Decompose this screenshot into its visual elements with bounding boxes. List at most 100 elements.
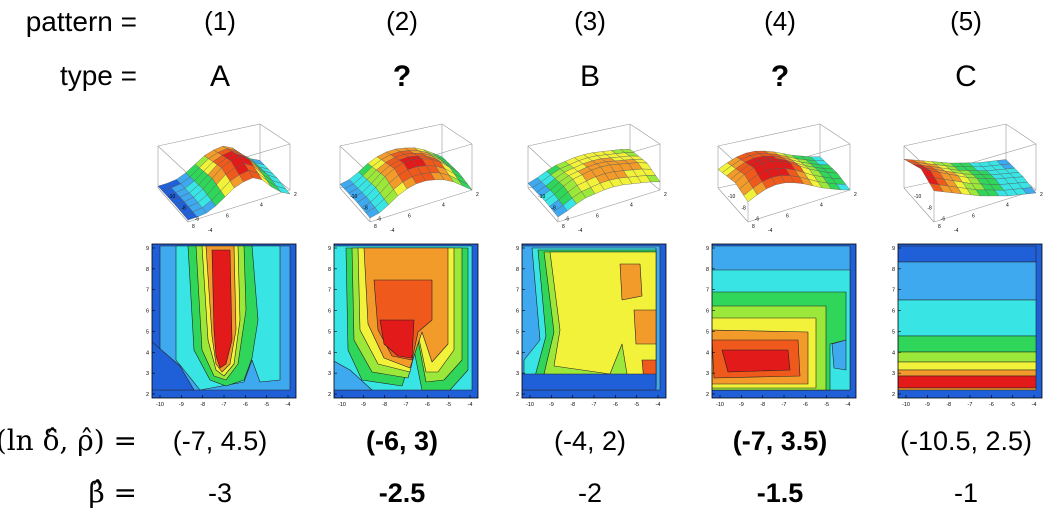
contour-band <box>898 335 1037 353</box>
contour-band <box>898 387 1037 391</box>
surface-tick-side: -8 <box>551 205 556 211</box>
surface-tick-front: 4 <box>630 203 633 209</box>
contour-x-tick: -4 <box>1032 402 1037 408</box>
contour-x-tick: -10 <box>902 402 910 408</box>
contour-x-tick: -9 <box>925 402 930 408</box>
beta-value-3: -2 <box>577 478 602 508</box>
surface-tick-front: 8 <box>562 224 565 230</box>
contour-y-tick: 8 <box>146 267 149 273</box>
surface-tick-front: 2 <box>1040 192 1043 198</box>
surface-tick-side: -6 <box>941 217 946 223</box>
contour-y-tick: 6 <box>516 309 519 315</box>
contour-y-tick: 6 <box>146 309 149 315</box>
contour-y-tick: 2 <box>328 392 331 398</box>
contour-x-tick: -6 <box>425 402 430 408</box>
surface-mesh <box>903 158 1037 197</box>
contour-x-tick: -9 <box>549 402 554 408</box>
coord-value-2: (-6, 3) <box>365 426 438 456</box>
surface-facet <box>457 179 473 191</box>
contour-band <box>898 369 1037 377</box>
contour-band <box>898 299 1037 337</box>
beta-value-1: -3 <box>207 478 232 508</box>
pattern-label-1: (1) <box>204 6 236 36</box>
contour-x-tick: -4 <box>468 402 473 408</box>
contour-y-tick: 4 <box>516 350 519 356</box>
surface-plot-3: -10 -8 -6 -4 8 6 4 2 <box>527 123 667 234</box>
pattern-label-2: (2) <box>386 6 418 36</box>
contour-x-tick: -5 <box>824 402 829 408</box>
contour-y-tick: 3 <box>516 371 519 377</box>
contour-x-tick: -7 <box>968 402 973 408</box>
surface-tick-side: -8 <box>927 205 932 211</box>
contour-y-tick: 6 <box>328 309 331 315</box>
surface-facet <box>275 186 291 195</box>
surface-tick-front: 6 <box>226 213 229 219</box>
contour-y-tick: 5 <box>706 329 709 335</box>
surface-mesh <box>157 145 291 221</box>
contour-bands <box>152 244 296 398</box>
contour-x-tick: -8 <box>200 402 205 408</box>
surface-tick-side: -10 <box>538 194 545 200</box>
contour-band <box>619 263 643 301</box>
contour-y-tick: 4 <box>706 350 709 356</box>
contour-band <box>211 249 233 369</box>
contour-band <box>334 360 373 391</box>
contour-plot-2: -10 -9 -8 -7 -6 -5 -4 2 3 4 5 6 7 8 9 <box>328 243 479 408</box>
contour-x-tick: -6 <box>243 402 248 408</box>
contour-band <box>831 339 847 371</box>
contour-y-tick: 2 <box>516 392 519 398</box>
contour-y-tick: 7 <box>146 288 149 294</box>
surface-plot-5: -10 -8 -6 -4 8 6 4 2 <box>903 123 1043 234</box>
type-label-4: ? <box>770 60 790 93</box>
beta-value-2: -2.5 <box>378 478 426 508</box>
contour-x-tick: -7 <box>404 402 409 408</box>
contour-x-tick: -4 <box>656 402 661 408</box>
contour-x-tick: -5 <box>446 402 451 408</box>
surface-tick-side: -10 <box>728 194 735 200</box>
contour-x-tick: -6 <box>989 402 994 408</box>
contour-x-tick: -5 <box>1010 402 1015 408</box>
contour-x-tick: -9 <box>179 402 184 408</box>
row-label-pattern: pattern = <box>25 6 137 37</box>
contour-x-tick: -5 <box>264 402 269 408</box>
surface-tick-side: -10 <box>914 194 921 200</box>
contour-y-tick: 8 <box>328 267 331 273</box>
type-label-3: B <box>579 60 600 93</box>
contour-y-tick: 6 <box>892 309 895 315</box>
contour-x-tick: -8 <box>946 402 951 408</box>
contour-y-tick: 7 <box>892 288 895 294</box>
coord-value-5: (-10.5, 2.5) <box>899 426 1033 456</box>
contour-x-tick: -4 <box>286 402 291 408</box>
contour-bands <box>898 244 1042 398</box>
contour-x-tick: -5 <box>634 402 639 408</box>
surface-tick-front: 4 <box>1006 203 1009 209</box>
surface-plot-2: -10 -8 -6 -4 8 6 4 2 <box>339 123 479 234</box>
surface-tick-front: 8 <box>192 224 195 230</box>
surface-tick-front: 8 <box>374 224 377 230</box>
surface-tick-side: -8 <box>741 205 746 211</box>
contour-band <box>898 375 1037 389</box>
contour-y-tick: 4 <box>328 350 331 356</box>
contour-y-tick: 4 <box>146 350 149 356</box>
surface-facet <box>1022 187 1037 195</box>
row-label-beta: β̂ = <box>88 476 137 509</box>
contour-y-tick: 5 <box>516 329 519 335</box>
coord-value-1: (-7, 4.5) <box>172 426 268 456</box>
contour-x-tick: -10 <box>338 402 346 408</box>
surface-tick-side: -6 <box>755 217 760 223</box>
contour-x-tick: -6 <box>613 402 618 408</box>
coord-value-4: (-7, 3.5) <box>732 426 828 456</box>
contour-x-tick: -9 <box>361 402 366 408</box>
contour-x-tick: -6 <box>803 402 808 408</box>
surface-tick-side: -8 <box>181 205 186 211</box>
contour-y-tick: 2 <box>706 392 709 398</box>
contour-y-tick: 7 <box>706 288 709 294</box>
contour-y-tick: 8 <box>516 267 519 273</box>
contour-plot-5: -10 -9 -8 -7 -6 -5 -4 2 3 4 5 6 7 8 9 <box>892 243 1043 408</box>
type-label-5: C <box>955 60 977 93</box>
contour-x-tick: -8 <box>570 402 575 408</box>
surface-tick-front: 8 <box>938 224 941 230</box>
contour-plot-3: -10 -9 -8 -7 -6 -5 -4 2 3 4 5 6 7 8 9 <box>516 243 667 408</box>
contour-y-tick: 9 <box>892 246 895 252</box>
contour-x-tick: -10 <box>716 402 724 408</box>
